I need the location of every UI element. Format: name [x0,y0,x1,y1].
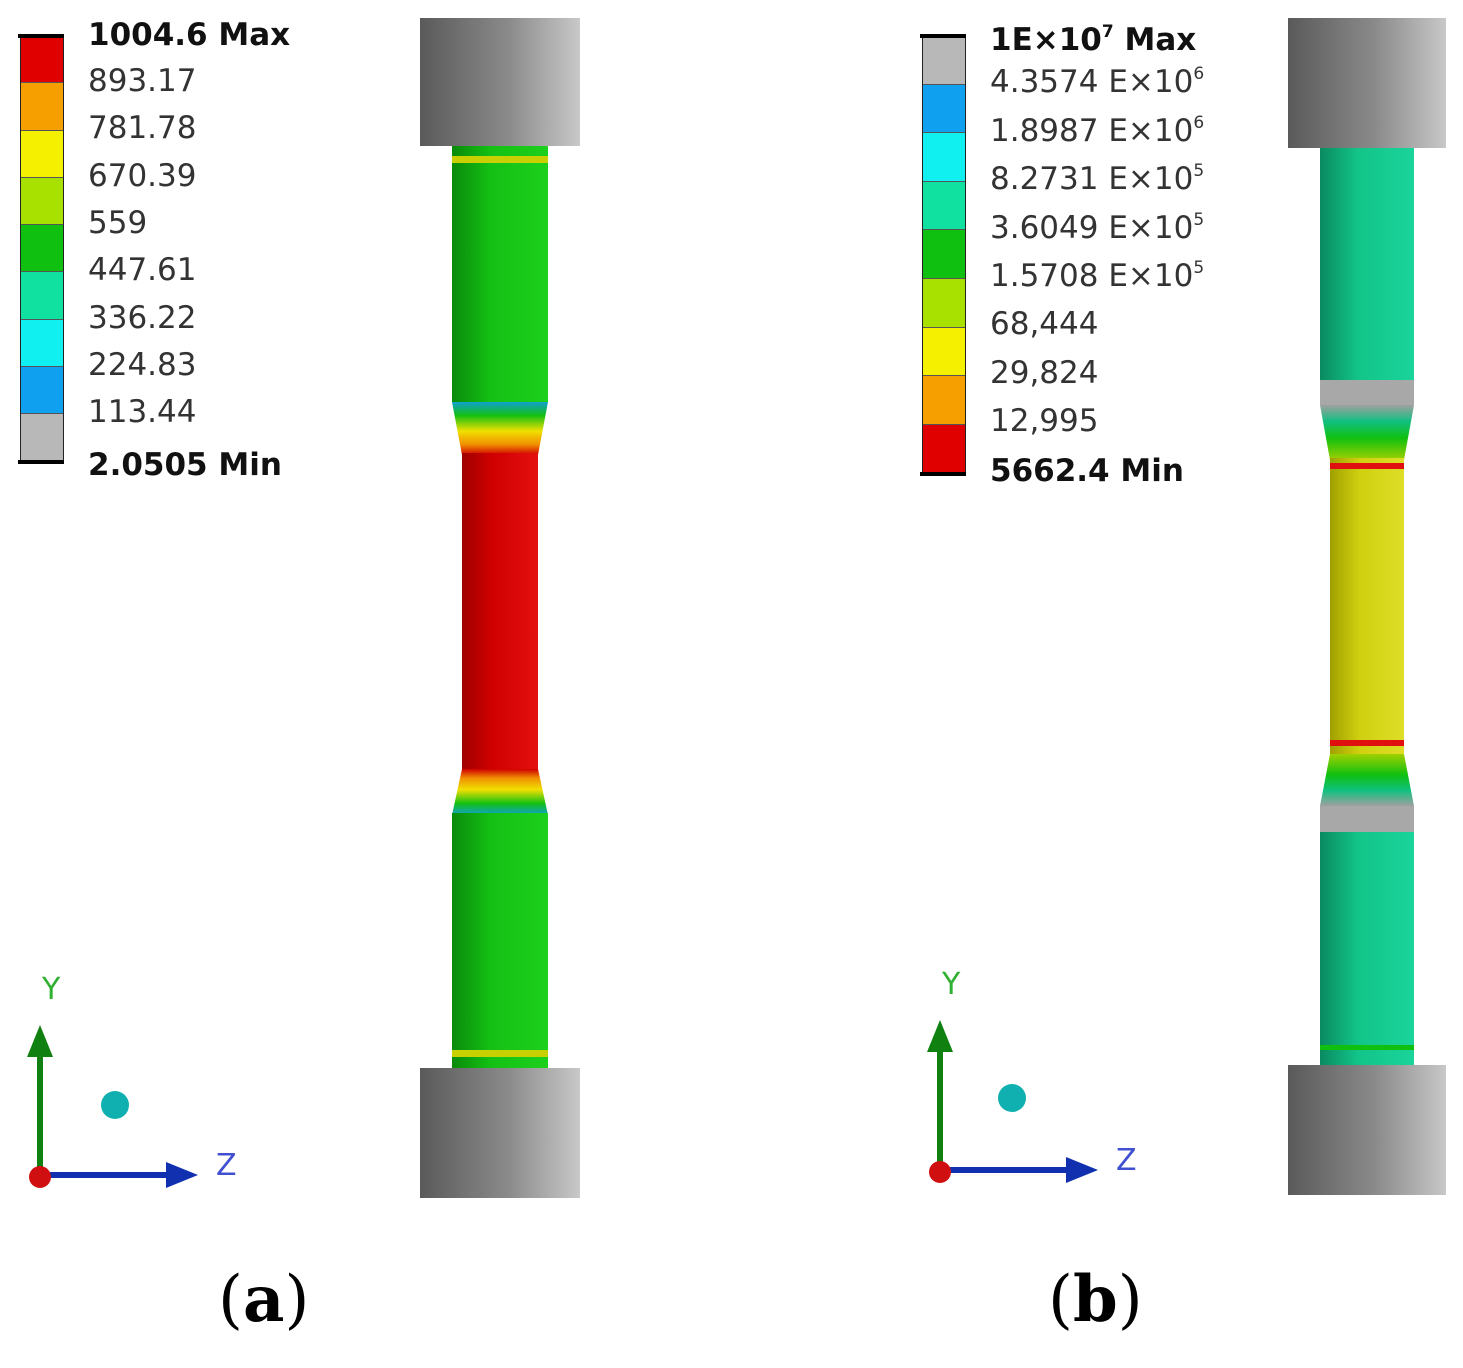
legend-swatch [923,36,965,85]
legend-tick-label: 113.44 [88,394,197,431]
y-axis-label: Y [41,972,61,1007]
legend-swatch [21,272,63,320]
legend-swatch [21,83,63,131]
shank-top-b [1320,148,1414,380]
legend-swatch [21,225,63,273]
y-axis-label: Y [941,967,961,1002]
legend-swatch [923,424,965,474]
caption-b: (b) [1048,1262,1143,1337]
legend-tick-label: 559 [88,204,148,241]
fillet-bottom-b [1320,754,1414,806]
z-axis-label: Z [216,1148,237,1183]
legend-max-cap [18,34,64,38]
legend-swatch [21,319,63,368]
legend-tick-label: 224.83 [88,346,197,383]
legend-swatch [923,230,965,279]
specimen-a [420,18,580,1198]
coordinate-triad-b: Y Z [927,967,1137,1183]
legend-tick-label: 336.22 [88,299,197,336]
caption-a: (a) [218,1262,310,1337]
shank-bottom-a [452,813,548,1068]
grip-bottom-b [1288,1065,1446,1195]
legend-tick-label: 1.8987 E×106 [990,112,1205,149]
legend-swatch [21,367,63,415]
legend-tick-label: 893.17 [88,63,197,99]
legend-swatch [21,130,63,178]
legend-color-bar-a [20,36,64,462]
fillet-top-b [1320,405,1414,460]
gauge-section-a [462,453,538,771]
legend-tick-label: 670.39 [88,157,197,194]
legend-max-label: 1E×107 Max [990,22,1197,58]
legend-swatch [923,278,965,328]
grip-top-b [1288,18,1446,148]
coordinate-triad-a: Y Z [27,972,237,1188]
legend-tick-label: 12,995 [990,403,1099,440]
legend-max-cap [920,34,966,38]
legend-tick-label: 1.5708 E×105 [990,258,1205,295]
shank-bottom-b [1320,832,1414,1065]
legend-swatch [21,414,63,462]
legend-min-cap [920,472,966,476]
legend-min-cap [18,460,64,464]
panel-b: 1E×107 Max 4.3574 E×106 1.8987 E×106 8.273… [900,0,1463,1368]
legend-min-label: 2.0505 Min [88,447,282,483]
legend-min-label: 5662.4 Min [990,453,1184,489]
legend-tick-label: 781.78 [88,110,197,147]
legend-swatch [21,36,63,84]
legend-tick-label: 29,824 [990,354,1099,391]
grip-top-a [420,18,580,146]
panel-a: 1004.6 Max 893.17 781.78 670.39 559 447.61 33… [0,0,731,1368]
shank-top-a [452,146,548,402]
gauge-section-b [1330,458,1404,756]
legend-swatch [923,181,965,231]
legend-tick-label: 3.6049 E×105 [990,209,1205,246]
legend-swatch [923,376,965,425]
grip-bottom-a [420,1068,580,1198]
legend-swatch [923,84,965,134]
legend-tick-label: 4.3574 E×106 [990,64,1205,100]
legend-max-label: 1004.6 Max [88,17,291,53]
fillet-top-a [452,402,548,455]
legend-tick-label: 68,444 [990,306,1099,342]
legend-tick-label: 8.2731 E×105 [990,161,1205,198]
specimen-b [1288,18,1446,1195]
legend-swatch [923,327,965,377]
fillet-bottom-a [452,769,548,815]
legend-color-bar-b [922,36,966,474]
legend-tick-label: 447.61 [88,252,197,289]
legend-swatch [21,177,63,226]
legend-swatch [923,133,965,182]
z-axis-label: Z [1116,1143,1137,1178]
